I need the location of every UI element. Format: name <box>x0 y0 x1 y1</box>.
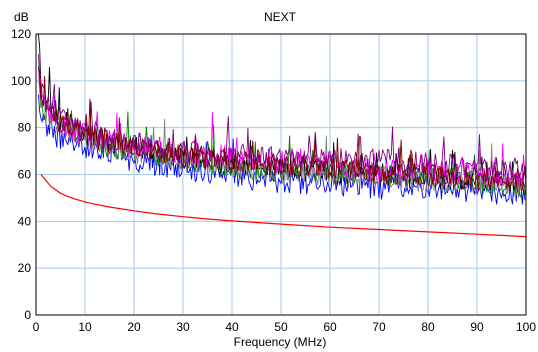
x-tick-label: 10 <box>78 320 92 334</box>
x-tick-label: 50 <box>274 320 288 334</box>
plot-frame <box>35 33 527 316</box>
x-tick-label: 40 <box>225 320 239 334</box>
y-tick-label: 80 <box>18 121 32 135</box>
x-tick-label: 80 <box>421 320 435 334</box>
x-tick-label: 60 <box>323 320 337 334</box>
tick-labels: 0 10 20 30 40 50 60 70 80 90 100 0 20 40 60 80 100 120 <box>11 27 536 334</box>
x-axis-label: Frequency (MHz) <box>234 335 327 349</box>
x-tick-label: 0 <box>33 320 40 334</box>
y-tick-label: 100 <box>11 74 31 88</box>
x-tick-label: 30 <box>176 320 190 334</box>
y-tick-label: 20 <box>18 261 32 275</box>
y-tick-label: 40 <box>18 214 32 228</box>
y-tick-label: 120 <box>11 27 31 41</box>
series-lines <box>38 33 527 238</box>
series-line <box>38 67 527 191</box>
y-tick-label: 0 <box>24 308 31 322</box>
y-axis-label: dB <box>14 10 29 24</box>
series-line <box>38 94 527 205</box>
series-line <box>38 33 527 192</box>
x-tick-label: 70 <box>372 320 386 334</box>
series-line <box>40 174 527 238</box>
x-tick-label: 90 <box>470 320 484 334</box>
series-line <box>38 78 527 197</box>
x-tick-label: 100 <box>516 320 536 334</box>
x-tick-label: 20 <box>127 320 141 334</box>
y-tick-label: 60 <box>18 168 32 182</box>
chart-title: NEXT <box>264 10 297 24</box>
